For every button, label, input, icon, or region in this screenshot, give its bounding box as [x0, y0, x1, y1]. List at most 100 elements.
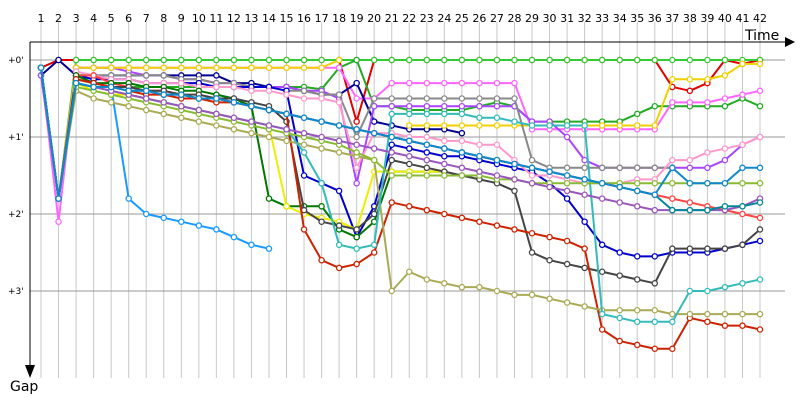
series-6-point-39 — [704, 76, 711, 83]
series-16-point-31 — [563, 299, 571, 306]
series-11-point-4 — [90, 72, 97, 79]
series-1-point-28 — [511, 56, 518, 64]
x-tick-label-16: 16 — [297, 12, 311, 25]
series-1-point-31 — [563, 56, 571, 64]
series-19-point-29 — [528, 179, 536, 187]
series-10-point-12 — [230, 83, 238, 91]
series-21-point-21 — [388, 133, 395, 141]
series-16-point-10 — [195, 118, 203, 125]
series-18-point-36 — [651, 179, 659, 187]
series-18-point-25 — [458, 172, 466, 179]
series-19-point-24 — [441, 160, 448, 168]
series-3-point-38 — [686, 99, 694, 106]
series-18-point-23 — [423, 172, 431, 179]
series-10-point-38 — [686, 156, 694, 164]
series-3-point-22 — [406, 79, 413, 87]
series-17-point-39 — [704, 287, 711, 295]
series-9-point-21 — [388, 141, 395, 148]
x-tick-label-29: 29 — [525, 12, 539, 25]
series-6-point-14 — [265, 64, 273, 71]
series-7-point-18 — [335, 91, 343, 98]
x-tick-label-25: 25 — [455, 12, 469, 25]
series-8-point-13 — [248, 241, 255, 249]
series-8-point-14 — [265, 245, 273, 252]
series-1-point-38 — [686, 56, 694, 64]
series-16-point-11 — [213, 122, 220, 129]
series-9-point-34 — [616, 249, 623, 256]
series-21-point-29 — [528, 164, 536, 172]
series-20-point-40 — [721, 203, 729, 210]
series-1-point-24 — [441, 56, 448, 64]
series-10-point-25 — [458, 137, 466, 145]
series-10-point-15 — [283, 91, 290, 98]
series-14-point-17 — [318, 218, 325, 225]
x-tick-label-14: 14 — [262, 12, 276, 25]
series-16-point-25 — [458, 283, 466, 291]
series-1-point-13 — [248, 56, 255, 64]
series-3-point-19 — [353, 95, 360, 102]
series-0-point-38 — [686, 87, 694, 95]
y-tick-label-2: +2' — [8, 210, 24, 220]
series-4-point-20 — [370, 118, 378, 125]
series-16-point-8 — [160, 110, 168, 118]
series-3-point-18 — [335, 64, 343, 71]
series-16-point-41 — [739, 310, 746, 318]
series-6-point-24 — [441, 122, 448, 129]
series-17-point-41 — [739, 280, 746, 287]
series-1-point-39 — [704, 56, 711, 64]
series-19-point-15 — [283, 126, 290, 133]
series-16-point-21 — [388, 287, 395, 295]
series-10-point-14 — [265, 87, 273, 95]
series-4-point-2 — [55, 56, 62, 64]
series-14-point-41 — [739, 241, 746, 249]
series-18-point-37 — [669, 179, 676, 187]
series-21-point-32 — [581, 176, 588, 183]
series-7-point-22 — [406, 95, 413, 102]
series-7-point-23 — [423, 95, 431, 102]
series-1-point-6 — [125, 56, 132, 64]
series-14-point-18 — [335, 222, 343, 229]
series-3-point-2 — [55, 218, 62, 225]
series-16-point-12 — [230, 126, 238, 133]
series-0-point-19 — [353, 118, 360, 125]
y-tick-label-3: +3' — [8, 287, 24, 297]
series-19-point-7 — [142, 95, 150, 102]
series-8-point-7 — [142, 210, 150, 218]
series-21-point-8 — [160, 91, 168, 98]
series-10-point-27 — [493, 141, 501, 148]
series-6-point-33 — [598, 122, 606, 129]
series-10-point-13 — [248, 87, 255, 95]
series-15-point-21 — [388, 199, 395, 206]
x-tick-label-8: 8 — [160, 12, 167, 25]
series-19-point-30 — [546, 183, 553, 191]
series-17-point-35 — [633, 318, 641, 326]
series-1-point-16 — [300, 56, 308, 64]
series-15-point-25 — [458, 214, 466, 222]
series-1-point-5 — [107, 56, 115, 64]
series-1-point-20 — [370, 56, 378, 64]
x-tick-label-20: 20 — [367, 12, 381, 25]
series-14-point-39 — [704, 245, 711, 252]
series-3-point-25 — [458, 79, 466, 87]
series-14-point-33 — [598, 268, 606, 275]
series-10-point-19 — [353, 164, 360, 172]
series-2-point-36 — [651, 102, 659, 110]
series-15-point-33 — [598, 326, 606, 333]
series-15-point-28 — [511, 226, 518, 233]
series-14-point-31 — [563, 260, 571, 268]
series-8-point-8 — [160, 214, 168, 222]
series-3-point-41 — [739, 91, 746, 98]
series-9-point-31 — [563, 195, 571, 202]
series-1-point-10 — [195, 56, 203, 64]
series-8-point-6 — [125, 195, 132, 202]
x-tick-label-9: 9 — [178, 12, 185, 25]
series-14-point-36 — [651, 280, 659, 287]
series-6-point-35 — [633, 122, 641, 129]
series-11-point-41 — [739, 210, 746, 218]
x-tick-label-41: 41 — [735, 12, 749, 25]
series-19-point-13 — [248, 118, 255, 125]
series-6-point-10 — [195, 64, 203, 71]
series-15-point-41 — [739, 322, 746, 329]
series-10-point-11 — [213, 83, 220, 91]
